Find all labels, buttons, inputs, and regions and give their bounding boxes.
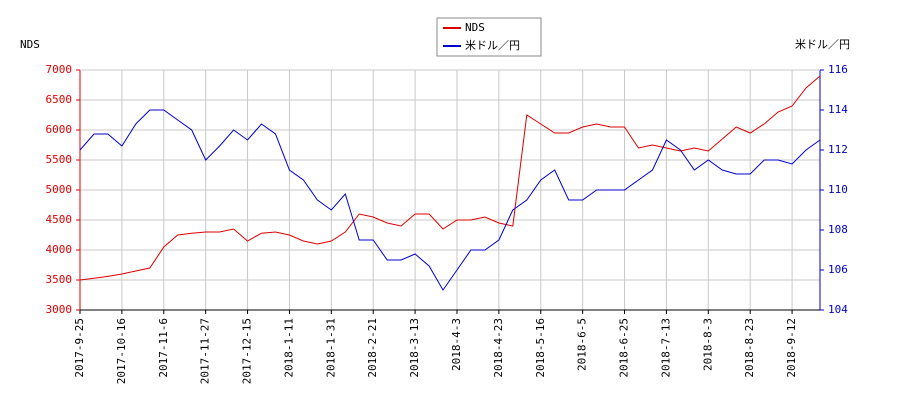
y-tick-label: 7000 — [46, 63, 73, 76]
x-tick-label: 2017-9-25 — [73, 318, 86, 378]
y2-tick-label: 106 — [828, 263, 848, 276]
x-tick-label: 2018-4-3 — [450, 318, 463, 371]
y2-tick-label: 104 — [828, 303, 848, 316]
x-tick-label: 2018-1-11 — [282, 318, 295, 378]
y2-tick-label: 112 — [828, 143, 848, 156]
y-tick-label: 6500 — [46, 93, 73, 106]
x-tick-label: 2018-9-12 — [785, 318, 798, 378]
y-tick-label: 5500 — [46, 153, 73, 166]
x-tick-label: 2017-11-6 — [157, 318, 170, 378]
y2-axis-label: 米ドル／円 — [795, 38, 850, 51]
y2-tick-label: 108 — [828, 223, 848, 236]
y2-tick-label: 114 — [828, 103, 848, 116]
x-tick-label: 2017-12-15 — [241, 318, 254, 384]
y-tick-label: 4500 — [46, 213, 73, 226]
y-tick-label: 6000 — [46, 123, 73, 136]
y-axis-label: NDS — [20, 38, 40, 51]
y-tick-label: 4000 — [46, 243, 73, 256]
x-tick-label: 2018-6-25 — [618, 318, 631, 378]
x-tick-label: 2018-8-3 — [701, 318, 714, 371]
x-tick-label: 2017-10-16 — [115, 318, 128, 384]
legend-label: 米ドル／円 — [465, 39, 520, 52]
x-tick-label: 2018-4-23 — [492, 318, 505, 378]
legend-box — [436, 17, 542, 57]
legend: NDS 米ドル／円 — [436, 17, 542, 57]
x-tick-label: 2017-11-27 — [199, 318, 212, 384]
x-tick-label: 2018-1-31 — [324, 318, 337, 378]
x-tick-label: 2018-8-23 — [743, 318, 756, 378]
series-line — [79, 75, 821, 281]
x-tick-label: 2018-7-13 — [659, 318, 672, 378]
series-line — [79, 109, 821, 291]
x-tick-label: 2018-2-21 — [366, 318, 379, 378]
y-tick-label: 3000 — [46, 303, 73, 316]
x-tick-label: 2018-5-16 — [534, 318, 547, 378]
y-tick-label: 3500 — [46, 273, 73, 286]
x-tick-label: 2018-6-5 — [576, 318, 589, 371]
x-tick-label: 2018-3-13 — [408, 318, 421, 378]
legend-label: NDS — [465, 21, 485, 34]
y2-tick-label: 110 — [828, 183, 848, 196]
y-tick-label: 5000 — [46, 183, 73, 196]
y2-tick-label: 116 — [828, 63, 848, 76]
